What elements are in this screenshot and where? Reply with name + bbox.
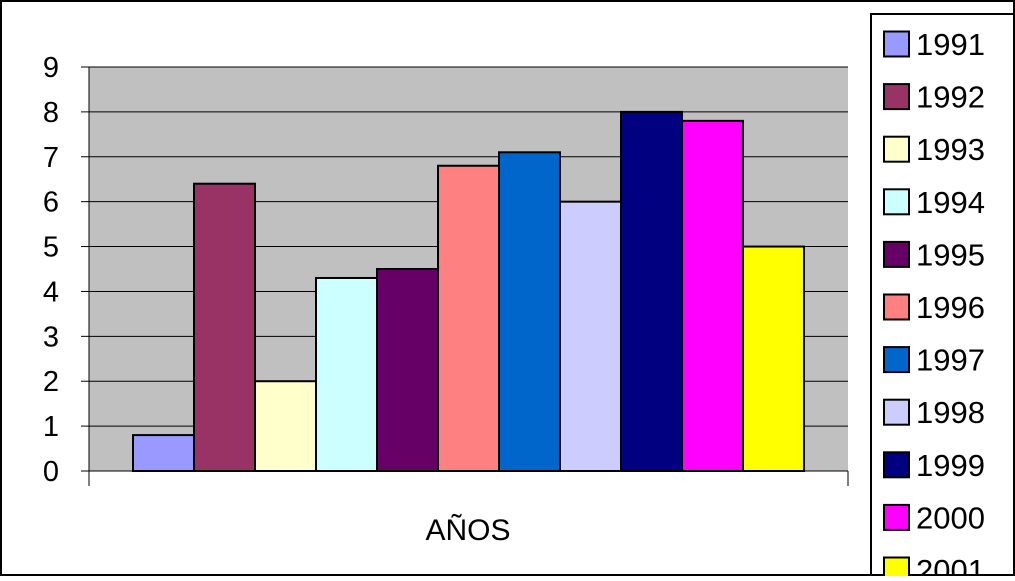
legend-label: 1993 xyxy=(916,132,985,167)
bar-2000 xyxy=(681,119,744,472)
legend-swatch-1996 xyxy=(883,293,910,321)
bar-1997 xyxy=(498,151,561,473)
legend-swatch-1995 xyxy=(883,240,910,268)
y-tick-label: 1 xyxy=(43,411,59,443)
x-axis-label: AÑOS xyxy=(425,513,510,547)
bar-1995 xyxy=(376,268,439,472)
legend-swatch-2001 xyxy=(883,556,910,581)
legend-label: 1992 xyxy=(916,80,985,115)
bar-1991 xyxy=(132,434,195,473)
legend-swatch-2000 xyxy=(883,503,910,531)
legend-label: 1991 xyxy=(916,27,985,62)
legend-swatch-1997 xyxy=(883,346,910,374)
bar-1993 xyxy=(254,380,317,473)
bar-1998 xyxy=(559,200,622,473)
y-tick-label: 6 xyxy=(43,187,59,219)
legend-label: 2001 xyxy=(916,553,985,576)
legend-label: 2000 xyxy=(916,500,985,535)
bar-2001 xyxy=(742,245,805,472)
legend-swatch-1991 xyxy=(883,30,910,58)
y-tick-label: 9 xyxy=(43,52,59,84)
legend-swatch-1994 xyxy=(883,188,910,216)
y-tick-label: 4 xyxy=(43,276,59,308)
y-tick-label: 5 xyxy=(43,232,59,264)
axes: 0 1 2 3 4 5 6 7 8 9 xyxy=(43,52,849,488)
y-tick-label: 7 xyxy=(43,142,59,174)
legend-label: 1994 xyxy=(916,185,985,220)
legend-label: 1995 xyxy=(916,237,985,272)
bar-1999 xyxy=(620,110,683,472)
y-tick-label: 2 xyxy=(43,366,59,398)
legend-label: 1997 xyxy=(916,343,985,378)
legend-swatch-1998 xyxy=(883,398,910,426)
bar-1996 xyxy=(437,164,500,472)
y-tick-label: 8 xyxy=(43,97,59,129)
legend-label: 1996 xyxy=(916,290,985,325)
y-tick-label: 0 xyxy=(43,456,59,488)
bar-1994 xyxy=(315,276,378,472)
legend-label: 1998 xyxy=(916,395,985,430)
legend-swatch-1993 xyxy=(883,135,910,163)
bars xyxy=(132,110,805,473)
legend-label: 1999 xyxy=(916,448,985,483)
y-tick-label: 3 xyxy=(43,321,59,353)
legend-swatch-1992 xyxy=(883,83,910,111)
bar-1992 xyxy=(193,182,256,472)
legend-swatch-1999 xyxy=(883,451,910,479)
